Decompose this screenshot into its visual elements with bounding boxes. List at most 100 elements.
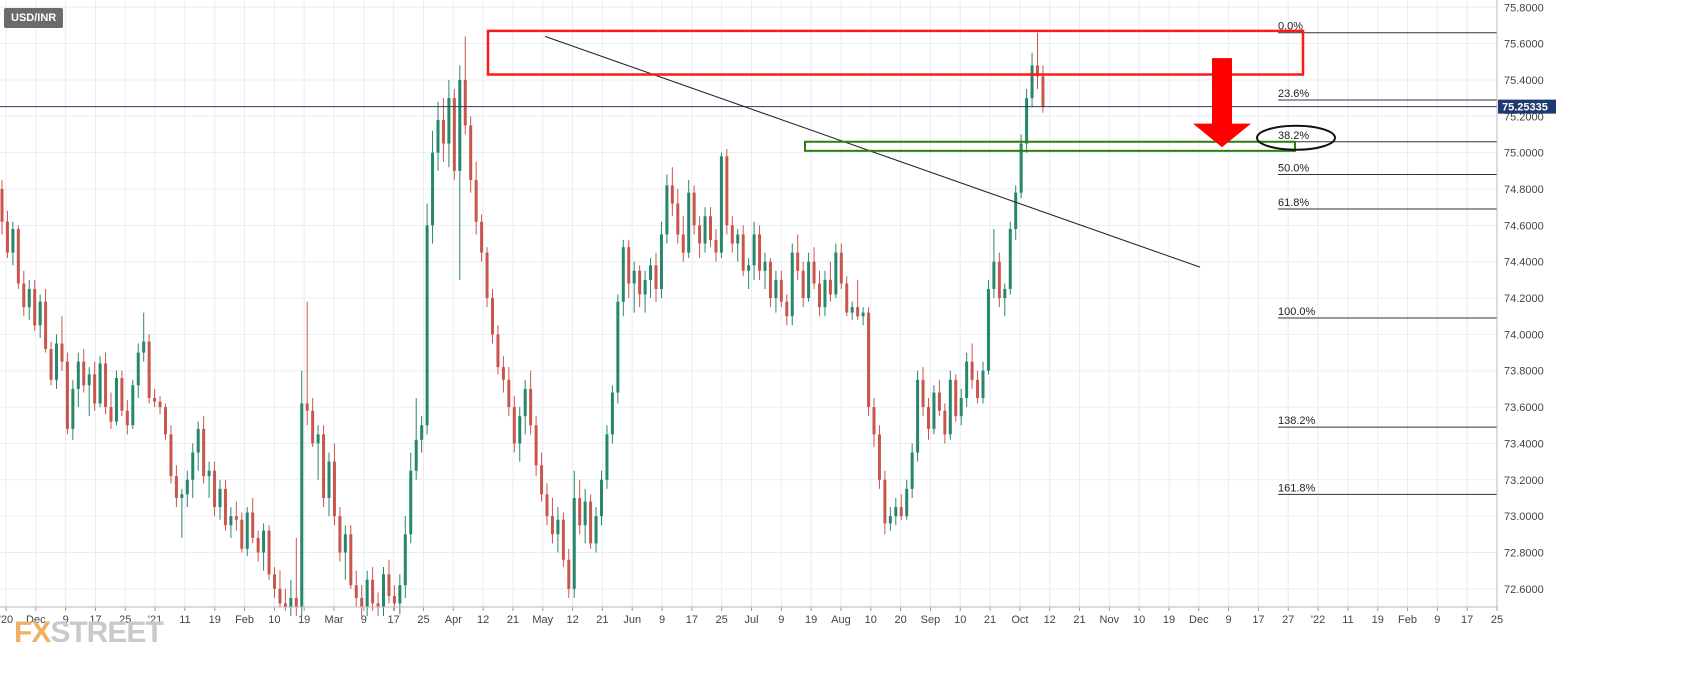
candle [60, 316, 64, 371]
candle-body [872, 407, 876, 435]
candle [196, 421, 200, 471]
x-tick-label: May [532, 614, 553, 626]
x-tick-label: 19 [1372, 614, 1384, 626]
candle [213, 461, 217, 517]
candle-body [49, 348, 53, 380]
x-tick-label: 17 [89, 614, 101, 626]
candle-body [44, 301, 48, 349]
symbol-badge[interactable]: USD/INR [4, 8, 64, 28]
candle [409, 452, 413, 544]
candle-body [185, 479, 189, 495]
candle [218, 479, 222, 520]
candle [932, 385, 936, 435]
candle-body [779, 279, 783, 302]
candle [403, 516, 407, 598]
y-tick-label: 75.4000 [1504, 75, 1544, 87]
candle-body [970, 361, 974, 380]
candle-body [414, 439, 418, 471]
x-tick-label: 10 [865, 614, 877, 626]
candle-body [191, 452, 195, 480]
candle-body [818, 283, 821, 308]
candle [818, 270, 821, 317]
candle [82, 348, 86, 393]
candle [779, 270, 783, 308]
candle [245, 507, 249, 557]
candle-body [512, 407, 516, 444]
candle-body [567, 559, 571, 589]
candle [5, 210, 9, 259]
candle [796, 234, 800, 280]
x-tick-label: 10 [268, 614, 280, 626]
candle [545, 483, 549, 526]
fxstreet-logo: FXSTREET [14, 616, 164, 649]
candle [360, 585, 364, 617]
candle [725, 149, 729, 235]
candle [251, 497, 255, 544]
candle [948, 370, 952, 440]
candle-body [823, 279, 827, 308]
fib-level-label: 61.8% [1278, 197, 1309, 209]
candle [578, 479, 582, 535]
candle [883, 470, 887, 535]
candle-body [747, 265, 751, 271]
x-tick-label: 9 [1434, 614, 1440, 626]
candle [610, 385, 614, 444]
candle [332, 443, 336, 526]
candle-body [354, 585, 358, 598]
y-tick-label: 74.6000 [1504, 220, 1544, 232]
candle-body [501, 367, 505, 380]
candle [937, 379, 941, 417]
candle [583, 488, 587, 544]
x-tick-label: 12 [566, 614, 578, 626]
candle-body [965, 361, 969, 399]
y-tick-label: 73.0000 [1504, 511, 1544, 523]
candle-body [114, 378, 118, 422]
candle [877, 425, 881, 489]
candle [986, 279, 990, 375]
candle [474, 161, 478, 235]
candle-body [1019, 143, 1023, 193]
candle [627, 239, 631, 299]
x-tick-label: 17 [1461, 614, 1473, 626]
candle-body [289, 597, 293, 607]
candle [512, 396, 516, 453]
candle-body [643, 279, 647, 295]
candle-body [104, 363, 108, 408]
candle-body [392, 596, 396, 604]
candle [1019, 134, 1023, 199]
candle [392, 585, 396, 611]
candle [572, 470, 576, 598]
candle [458, 65, 462, 280]
candle [621, 239, 625, 317]
candle-body [27, 288, 31, 308]
candle-body [267, 530, 271, 575]
x-tick-label: 10 [1133, 614, 1145, 626]
candle [262, 523, 266, 571]
candle-body [1014, 192, 1018, 229]
candle [1003, 283, 1007, 317]
candle-body [725, 156, 729, 226]
x-tick-label: Dec [26, 614, 46, 626]
candle [27, 279, 31, 320]
candle-body [905, 488, 909, 517]
candle [496, 325, 500, 375]
candle-body [332, 461, 336, 517]
x-tick-label: 21 [1073, 614, 1085, 626]
candle [185, 470, 189, 508]
candle [441, 98, 445, 162]
candle [856, 279, 860, 320]
candle-body [273, 574, 276, 589]
candle [561, 512, 565, 568]
candle-body [992, 261, 996, 289]
candle-body [910, 452, 914, 489]
candle [774, 270, 778, 313]
candle [425, 203, 429, 435]
candle-body [33, 288, 37, 326]
axes: 75.8000 75.6000 75.4000 75.2000 75.0000 74.80… [0, 0, 1556, 626]
y-tick-label: 74.4000 [1504, 257, 1544, 269]
candle [147, 334, 151, 404]
candle-body [82, 361, 86, 386]
candle [169, 425, 173, 484]
candle-body [251, 512, 255, 538]
